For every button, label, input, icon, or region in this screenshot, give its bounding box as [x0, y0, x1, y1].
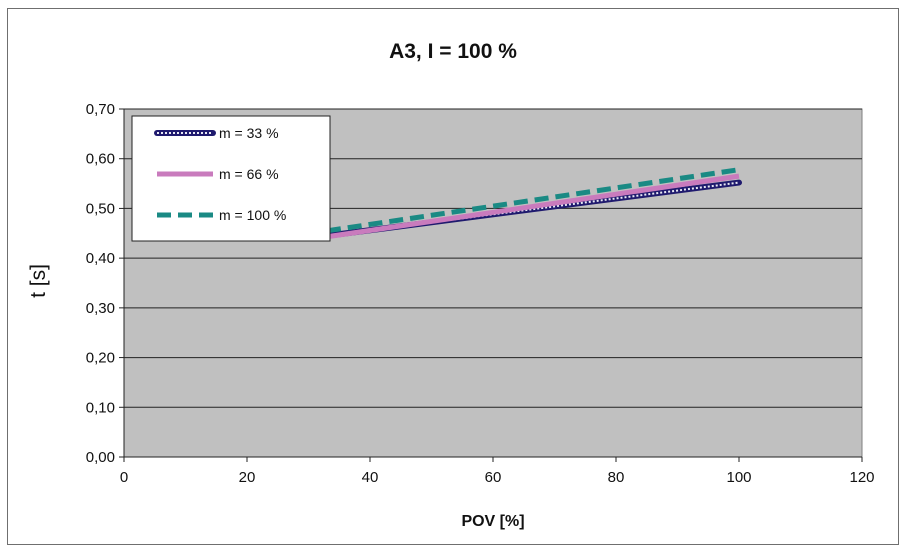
- x-tick-label: 80: [608, 469, 625, 486]
- y-tick-label: 0,00: [86, 449, 115, 466]
- x-tick-label: 60: [485, 469, 502, 486]
- x-tick-label: 100: [726, 469, 751, 486]
- series-line-m-66: [326, 173, 740, 240]
- axes: 0,00 0,10 0,20 0,30 0,40 0,50 0,60 0,70 0 20 40 60 8…: [86, 101, 875, 486]
- legend: m = 33 % m = 66 % m = 100 %: [131, 115, 331, 242]
- y-tick-label: 0,30: [86, 300, 115, 317]
- chart-title: A3, I = 100 %: [389, 40, 517, 63]
- series-line-m-100: [326, 167, 740, 234]
- y-tick-label: 0,70: [86, 101, 115, 118]
- series-lines: [323, 167, 742, 240]
- y-tick-label: 0,50: [86, 200, 115, 217]
- y-tick-label: 0,40: [86, 250, 115, 267]
- legend-label: m = 33 %: [219, 125, 279, 141]
- legend-label: m = 66 %: [219, 166, 279, 182]
- x-axis-label: POV [%]: [461, 513, 524, 530]
- legend-box: [131, 115, 331, 242]
- y-tick-label: 0,10: [86, 399, 115, 416]
- y-tick-label: 0,20: [86, 350, 115, 367]
- x-tick-label: 20: [239, 469, 256, 486]
- legend-label: m = 100 %: [219, 207, 286, 223]
- y-tick-label: 0,60: [86, 151, 115, 168]
- x-tick-label: 120: [849, 469, 874, 486]
- x-tick-label: 40: [362, 469, 379, 486]
- x-tick-label: 0: [120, 469, 128, 486]
- y-axis-label: t [s]: [27, 264, 50, 298]
